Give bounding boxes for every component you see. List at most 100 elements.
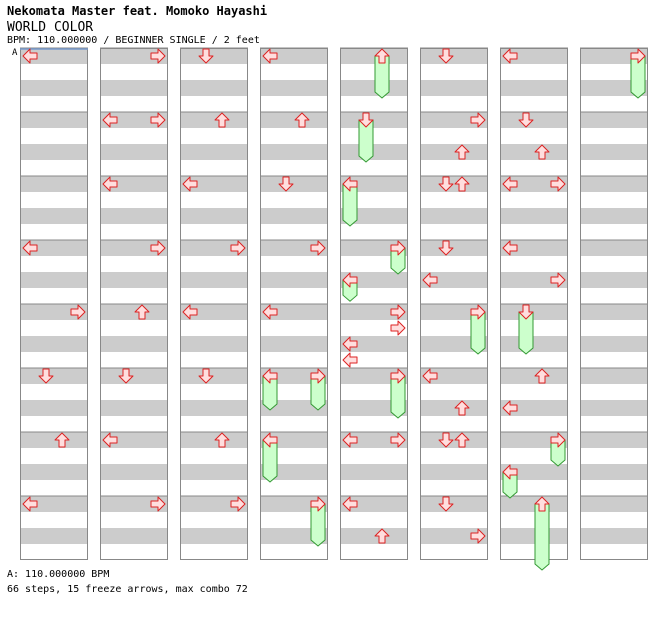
beat-stripe (420, 464, 488, 480)
left-arrow-icon (422, 272, 438, 288)
beat-stripe (260, 272, 328, 288)
up-arrow-icon (294, 112, 310, 128)
beat-stripe (180, 112, 248, 128)
up-arrow-icon (454, 144, 470, 160)
right-arrow-icon (470, 528, 486, 544)
beat-stripe (420, 144, 488, 160)
left-arrow-icon (342, 352, 358, 368)
left-arrow-icon (262, 304, 278, 320)
beat-stripe (100, 144, 168, 160)
beat-stripe (180, 464, 248, 480)
beat-stripe (180, 208, 248, 224)
beat-stripe (580, 432, 648, 448)
beat-stripe (340, 304, 408, 320)
beat-stripe (180, 80, 248, 96)
beat-stripe (20, 144, 88, 160)
beat-stripe (100, 336, 168, 352)
beat-stripe (180, 368, 248, 384)
chart-column-border (580, 48, 648, 560)
beat-stripe (500, 80, 568, 96)
beat-stripe (180, 240, 248, 256)
up-arrow-icon (374, 528, 390, 544)
beat-stripe (20, 496, 88, 512)
beat-stripe (180, 400, 248, 416)
stats-line: 66 steps, 15 freeze arrows, max combo 72 (7, 584, 248, 595)
left-arrow-icon (502, 240, 518, 256)
beat-stripe (340, 336, 408, 352)
left-arrow-icon (342, 432, 358, 448)
chart-column-border (180, 48, 248, 560)
right-arrow-icon (150, 48, 166, 64)
right-arrow-icon (150, 496, 166, 512)
beat-stripe (180, 144, 248, 160)
beat-stripe (20, 208, 88, 224)
left-arrow-icon (342, 496, 358, 512)
left-arrow-icon (262, 368, 278, 384)
section-label: A (12, 48, 18, 58)
right-arrow-icon (470, 112, 486, 128)
right-arrow-icon (390, 320, 406, 336)
beat-stripe (180, 528, 248, 544)
up-arrow-icon (454, 400, 470, 416)
beat-stripe (260, 80, 328, 96)
beat-stripe (20, 304, 88, 320)
beat-stripe (500, 144, 568, 160)
left-arrow-icon (22, 48, 38, 64)
left-arrow-icon (262, 48, 278, 64)
beat-stripe (580, 144, 648, 160)
right-arrow-icon (390, 432, 406, 448)
beat-stripe (420, 528, 488, 544)
beat-stripe (260, 336, 328, 352)
beat-stripe (420, 368, 488, 384)
left-arrow-icon (262, 432, 278, 448)
beat-stripe (420, 400, 488, 416)
beat-stripe (580, 240, 648, 256)
down-arrow-icon (438, 432, 454, 448)
beat-stripe (100, 400, 168, 416)
beat-stripe (180, 336, 248, 352)
song-title: WORLD COLOR (7, 20, 94, 35)
beat-stripe (100, 432, 168, 448)
beat-stripe (420, 240, 488, 256)
beat-stripe (100, 304, 168, 320)
beat-stripe (580, 336, 648, 352)
right-arrow-icon (390, 304, 406, 320)
right-arrow-icon (150, 240, 166, 256)
beat-stripe (180, 496, 248, 512)
beat-stripe (500, 304, 568, 320)
beat-stripe (20, 272, 88, 288)
beat-stripe (580, 368, 648, 384)
beat-stripe (420, 272, 488, 288)
up-arrow-icon (374, 48, 390, 64)
beat-stripe (420, 80, 488, 96)
up-arrow-icon (534, 496, 550, 512)
beat-stripe (340, 496, 408, 512)
beat-stripe (340, 144, 408, 160)
down-arrow-icon (438, 240, 454, 256)
left-arrow-icon (342, 272, 358, 288)
freeze-arrow-tail (534, 503, 550, 571)
beat-stripe (500, 240, 568, 256)
right-arrow-icon (550, 432, 566, 448)
left-arrow-icon (22, 496, 38, 512)
left-arrow-icon (342, 176, 358, 192)
left-arrow-icon (22, 240, 38, 256)
beat-stripe (500, 176, 568, 192)
beat-stripe (20, 176, 88, 192)
right-arrow-icon (470, 304, 486, 320)
beat-stripe (260, 48, 328, 64)
beat-stripe (100, 464, 168, 480)
down-arrow-icon (518, 112, 534, 128)
beat-stripe (580, 528, 648, 544)
beat-stripe (180, 432, 248, 448)
right-arrow-icon (550, 272, 566, 288)
beat-stripe (500, 272, 568, 288)
beat-stripe (260, 240, 328, 256)
beat-stripe (500, 528, 568, 544)
beat-stripe (100, 112, 168, 128)
beat-stripe (20, 112, 88, 128)
beat-stripe (500, 368, 568, 384)
chart-column-border (100, 48, 168, 560)
beat-stripe (100, 80, 168, 96)
